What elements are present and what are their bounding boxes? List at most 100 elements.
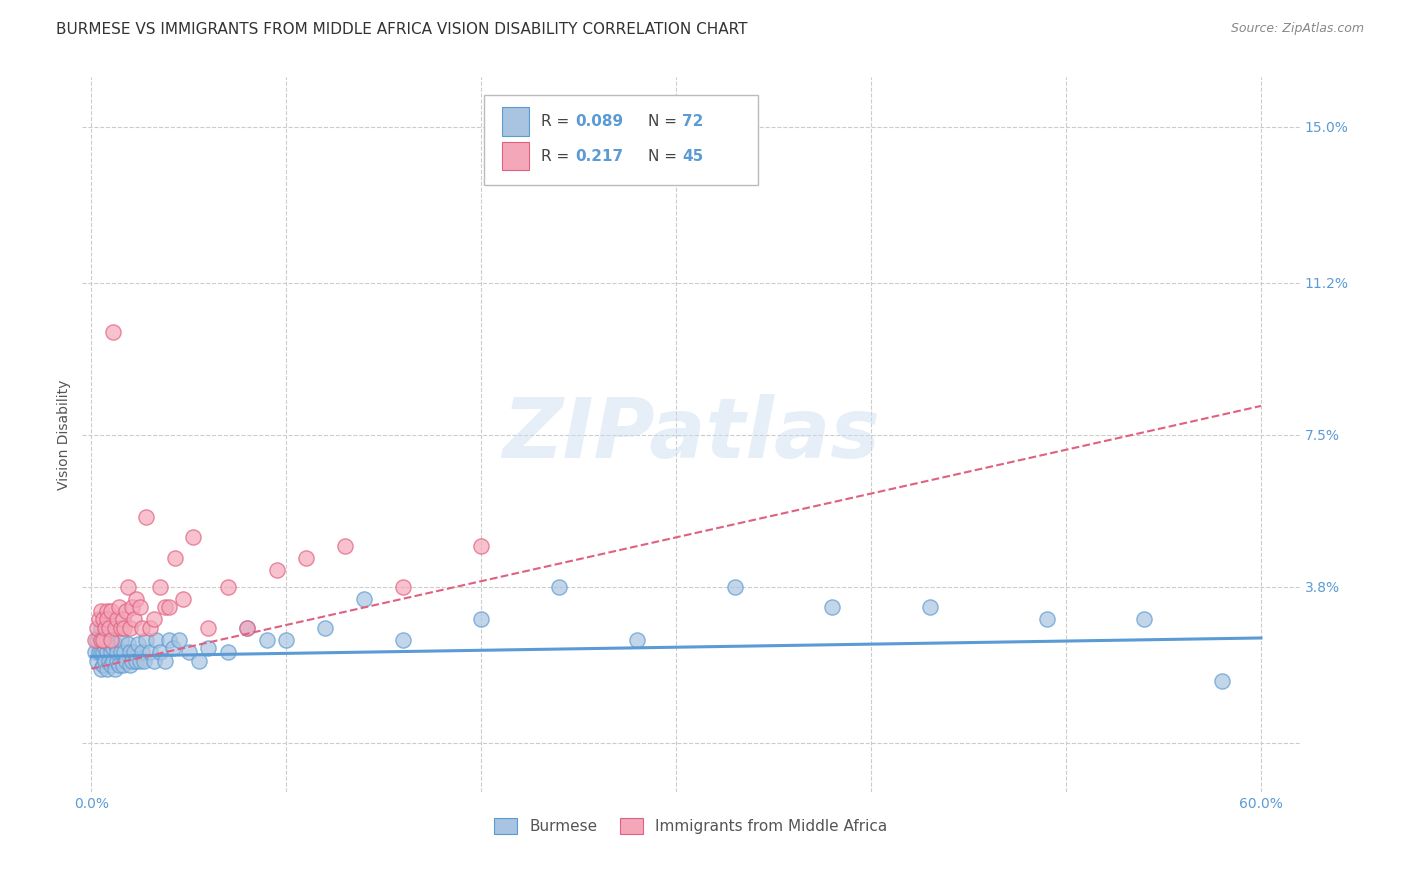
Point bbox=[470, 612, 492, 626]
Point bbox=[129, 654, 152, 668]
Point bbox=[101, 325, 124, 339]
Bar bbox=[502, 107, 529, 136]
Point bbox=[821, 600, 844, 615]
Point bbox=[131, 621, 153, 635]
Point bbox=[1133, 612, 1156, 626]
Point bbox=[115, 654, 138, 668]
Point bbox=[115, 604, 138, 618]
Point bbox=[91, 629, 114, 643]
Point bbox=[117, 637, 139, 651]
Point bbox=[105, 654, 128, 668]
Point bbox=[91, 612, 114, 626]
Point bbox=[96, 604, 118, 618]
Point bbox=[90, 633, 112, 648]
Point bbox=[145, 633, 167, 648]
Point bbox=[217, 645, 239, 659]
Point bbox=[333, 539, 356, 553]
Point bbox=[94, 621, 117, 635]
Point bbox=[157, 633, 180, 648]
Text: N =: N = bbox=[648, 149, 682, 163]
Point bbox=[129, 600, 152, 615]
Text: N =: N = bbox=[648, 114, 682, 129]
Point bbox=[918, 600, 941, 615]
Point bbox=[122, 612, 145, 626]
Point bbox=[84, 645, 107, 659]
Point bbox=[94, 641, 117, 656]
Point bbox=[101, 654, 124, 668]
Point bbox=[139, 621, 162, 635]
Point bbox=[142, 654, 165, 668]
Point bbox=[94, 654, 117, 668]
Text: R =: R = bbox=[541, 149, 574, 163]
Point bbox=[181, 530, 204, 544]
Point bbox=[155, 600, 177, 615]
Point bbox=[90, 621, 112, 635]
Point bbox=[90, 604, 112, 618]
Text: BURMESE VS IMMIGRANTS FROM MIDDLE AFRICA VISION DISABILITY CORRELATION CHART: BURMESE VS IMMIGRANTS FROM MIDDLE AFRICA… bbox=[56, 22, 748, 37]
Point bbox=[104, 662, 127, 676]
Point bbox=[121, 654, 143, 668]
Point bbox=[86, 654, 108, 668]
Point bbox=[101, 641, 124, 656]
Point bbox=[91, 633, 114, 648]
Point bbox=[266, 563, 288, 577]
Point bbox=[104, 637, 127, 651]
Point bbox=[86, 621, 108, 635]
Point bbox=[114, 621, 136, 635]
Point bbox=[157, 600, 180, 615]
Point bbox=[89, 629, 111, 643]
Point bbox=[120, 645, 142, 659]
Text: 0.089: 0.089 bbox=[575, 114, 623, 129]
Y-axis label: Vision Disability: Vision Disability bbox=[58, 379, 72, 490]
Point bbox=[111, 612, 134, 626]
Point bbox=[94, 633, 117, 648]
Point bbox=[125, 654, 148, 668]
Point bbox=[97, 621, 120, 635]
Point bbox=[96, 612, 118, 626]
Point bbox=[135, 509, 157, 524]
Point bbox=[111, 657, 134, 672]
Point bbox=[100, 645, 122, 659]
Point bbox=[105, 645, 128, 659]
Point bbox=[470, 539, 492, 553]
Point bbox=[107, 657, 129, 672]
Point bbox=[120, 657, 142, 672]
Point bbox=[110, 633, 132, 648]
Point bbox=[135, 633, 157, 648]
Point bbox=[117, 580, 139, 594]
Point bbox=[256, 633, 278, 648]
Point bbox=[236, 621, 259, 635]
Point bbox=[314, 621, 336, 635]
Point bbox=[96, 645, 118, 659]
FancyBboxPatch shape bbox=[484, 95, 758, 185]
Point bbox=[110, 621, 132, 635]
Point bbox=[96, 633, 118, 648]
Point bbox=[100, 657, 122, 672]
Text: Source: ZipAtlas.com: Source: ZipAtlas.com bbox=[1230, 22, 1364, 36]
Point bbox=[91, 657, 114, 672]
Point bbox=[127, 637, 149, 651]
Point bbox=[110, 645, 132, 659]
Point bbox=[132, 654, 155, 668]
Point bbox=[100, 633, 122, 648]
Point bbox=[177, 645, 200, 659]
Text: 45: 45 bbox=[682, 149, 703, 163]
Point bbox=[392, 580, 415, 594]
Point bbox=[120, 621, 142, 635]
Point bbox=[89, 612, 111, 626]
Point bbox=[165, 550, 187, 565]
Point bbox=[105, 612, 128, 626]
Point bbox=[114, 645, 136, 659]
Point bbox=[90, 645, 112, 659]
Point bbox=[392, 633, 415, 648]
Point bbox=[97, 637, 120, 651]
Point bbox=[148, 645, 170, 659]
Point bbox=[155, 654, 177, 668]
Point bbox=[107, 600, 129, 615]
Point bbox=[97, 654, 120, 668]
Point bbox=[96, 662, 118, 676]
Point bbox=[142, 612, 165, 626]
Point bbox=[148, 580, 170, 594]
Point bbox=[1035, 612, 1057, 626]
Point bbox=[104, 621, 127, 635]
